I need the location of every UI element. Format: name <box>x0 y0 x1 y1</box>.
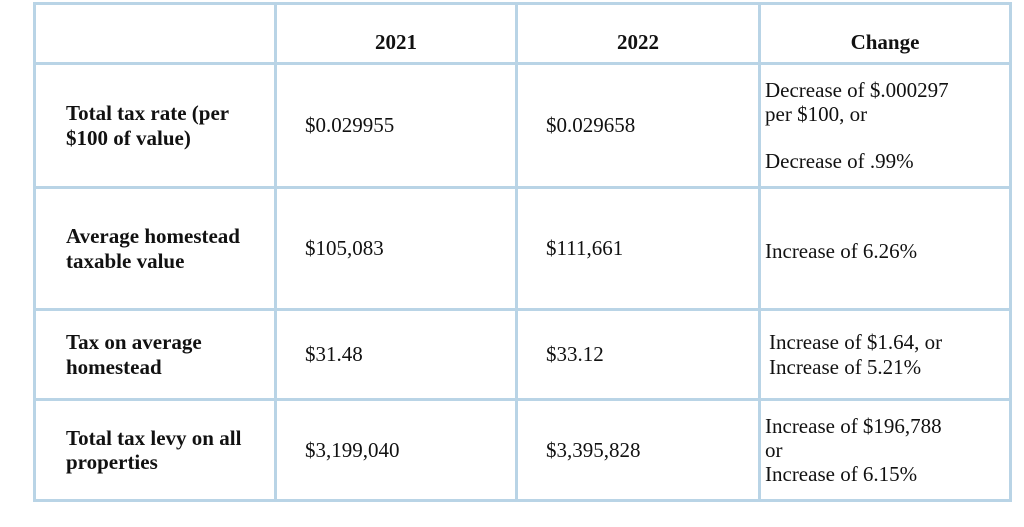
change-line: Increase of 6.15% <box>765 462 918 487</box>
header-2021: 2021 <box>274 2 518 65</box>
header-change: Change <box>758 2 1012 65</box>
value-2022: $111,661 <box>515 186 761 311</box>
row-label: Tax on average homestead <box>33 308 277 401</box>
change-line: Increase of $1.64, or <box>769 330 943 355</box>
change-line: Increase of 6.26% <box>765 239 918 263</box>
change-line: or <box>765 437 783 462</box>
header-2022: 2022 <box>515 2 761 65</box>
value-2021: $31.48 <box>274 308 518 401</box>
header-empty <box>33 2 277 65</box>
row-label: Total tax levy on all properties <box>33 398 277 502</box>
header-row: 2021 2022 Change <box>33 2 1012 65</box>
table-row: Total tax levy on all properties $3,199,… <box>33 398 1012 502</box>
value-2022: $3,395,828 <box>515 398 761 502</box>
value-2022: $33.12 <box>515 308 761 401</box>
value-2021: $0.029955 <box>274 62 518 189</box>
table-row: Tax on average homestead $31.48 $33.12 I… <box>33 308 1012 401</box>
value-2021: $3,199,040 <box>274 398 518 502</box>
change-cell: Increase of $196,788 or Increase of 6.15… <box>758 398 1012 502</box>
change-cell: Increase of 6.26% <box>758 186 1012 311</box>
change-line: Increase of 5.21% <box>769 354 922 379</box>
value-2021: $105,083 <box>274 186 518 311</box>
table-row: Total tax rate (per $100 of value) $0.02… <box>33 62 1012 189</box>
change-line: per $100, or <box>765 102 868 127</box>
value-2022: $0.029658 <box>515 62 761 189</box>
change-cell: Increase of $1.64, or Increase of 5.21% <box>758 308 1012 401</box>
change-line: Increase of $196,788 <box>765 413 942 438</box>
change-line: Decrease of .99% <box>765 148 914 173</box>
tax-comparison-table: 2021 2022 Change Total tax rate (per $10… <box>33 2 1012 502</box>
row-label: Total tax rate (per $100 of value) <box>33 62 277 189</box>
row-label: Average homestead taxable value <box>33 186 277 311</box>
table-row: Average homestead taxable value $105,083… <box>33 186 1012 311</box>
change-cell: Decrease of $.000297 per $100, or Decrea… <box>758 62 1012 189</box>
change-line: Decrease of $.000297 <box>765 78 949 103</box>
